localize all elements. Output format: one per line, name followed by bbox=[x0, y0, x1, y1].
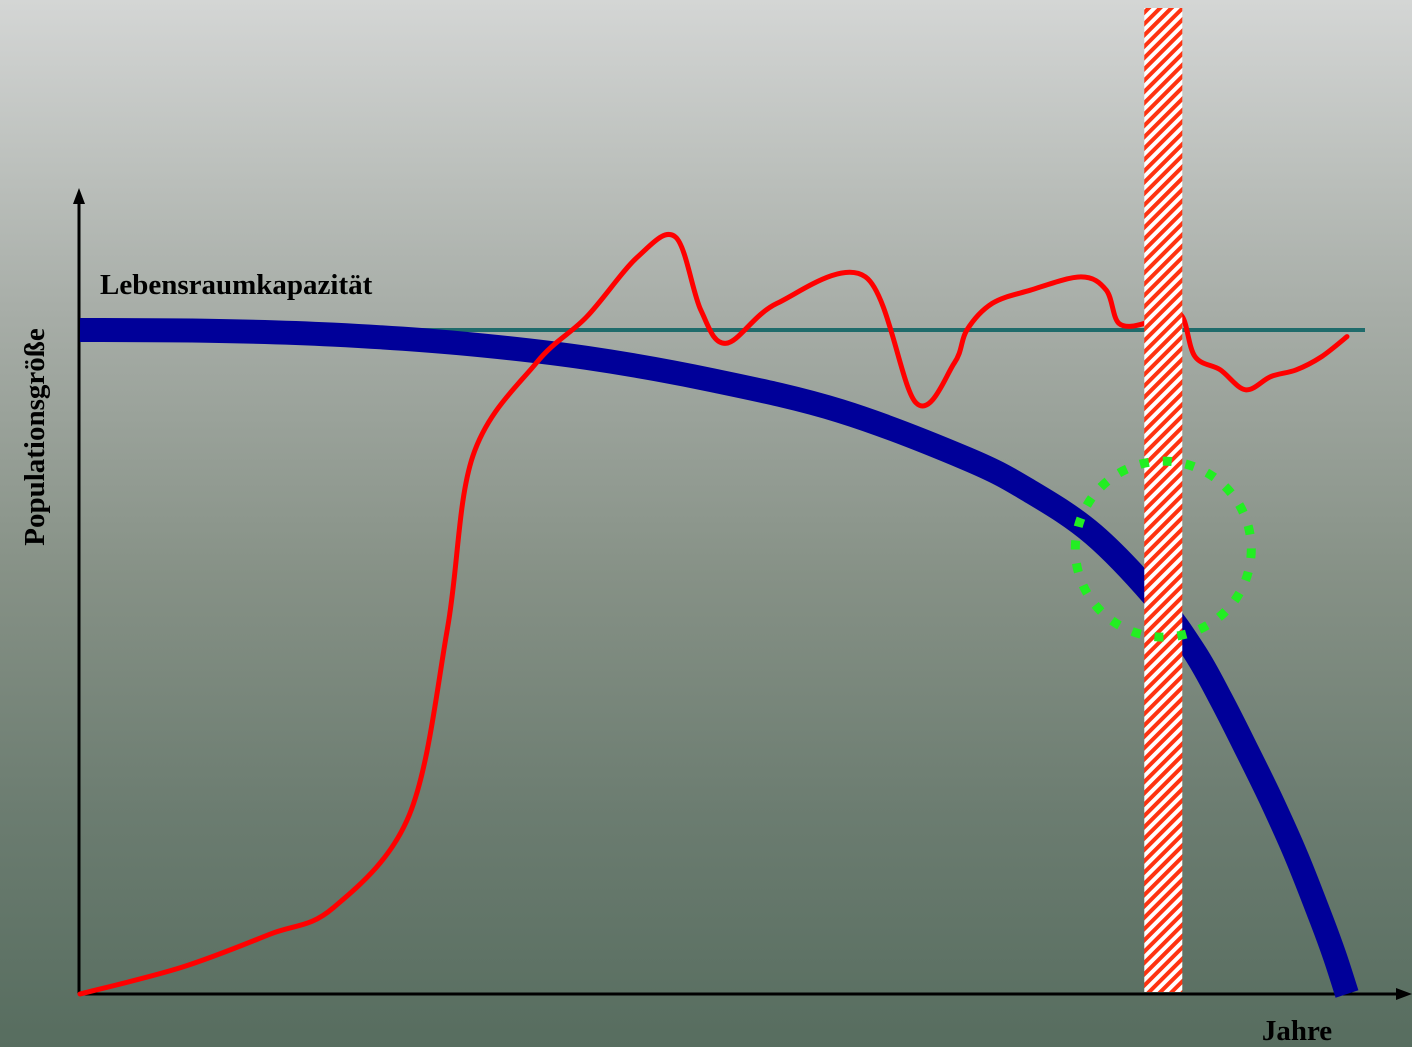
x-axis-label: Jahre bbox=[1262, 1015, 1332, 1047]
highlight-circle bbox=[1070, 456, 1256, 642]
declining-curve bbox=[79, 318, 1359, 998]
hatched-band bbox=[1144, 8, 1183, 992]
population-curve bbox=[77, 232, 1350, 997]
y-axis-label: Populationsgröße bbox=[19, 328, 51, 546]
capacity-label: Lebensraumkapazität bbox=[100, 269, 373, 301]
y-axis-arrow bbox=[73, 188, 85, 204]
x-axis-arrow bbox=[1396, 988, 1412, 1000]
